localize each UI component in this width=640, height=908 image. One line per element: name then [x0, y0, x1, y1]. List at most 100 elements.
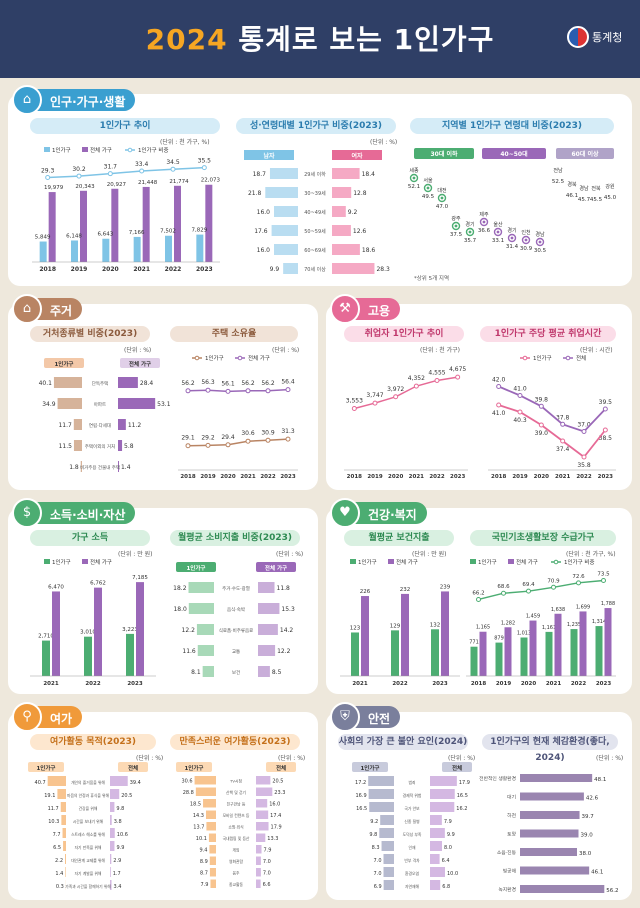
- satisf-bar-all-2: [256, 799, 268, 808]
- sexage-male-label: 남자: [263, 152, 275, 160]
- welfare-bar-0-2: [520, 637, 528, 676]
- worry-all-header: [442, 762, 472, 772]
- satisf-bar-all-6: [256, 845, 262, 854]
- env-cat-5: 빛공해: [503, 868, 516, 875]
- housetype-cat-0: 단독주택: [92, 380, 109, 387]
- houseown-dot-one-5: [285, 436, 291, 442]
- housetype-bar-one-0: [53, 377, 82, 388]
- region-header-label-2: 60대 이상: [572, 150, 599, 158]
- purpose-label-all-2: 9.8: [116, 806, 124, 812]
- satisf-cat-9: 종교활동: [229, 882, 243, 887]
- houseown-legend-label-0: 1인가구: [205, 354, 224, 362]
- heartbeat-icon: ♥: [330, 498, 360, 528]
- jobemp-dot-3: [413, 383, 419, 389]
- houseown-legend-dot-1: [237, 355, 243, 361]
- env-label-3: 39.0: [581, 833, 594, 839]
- income-legend-label-1: 전체 가구: [90, 558, 112, 566]
- jobemp-xtick-4: 2022: [429, 474, 444, 480]
- housetype-bar-all-1: [118, 398, 156, 409]
- pop-label-all-4: 21,774: [169, 179, 189, 185]
- region-value-13: 45.5: [590, 197, 603, 203]
- satisf-bar-one-1: [195, 787, 216, 796]
- jobemp-xtick-1: 2019: [367, 474, 382, 480]
- region-point-core-5: [482, 220, 486, 224]
- welfare-legend-key-1: [508, 559, 514, 564]
- worry-all-label: 전체: [452, 764, 462, 772]
- health-label-0-0: 123: [350, 625, 361, 631]
- pop-label-share-1: 30.2: [72, 166, 86, 173]
- houseown-label-all-0: 56.2: [181, 380, 195, 387]
- satisf-bar-one-7: [209, 856, 216, 865]
- satisf-label-all-9: 6.6: [263, 882, 271, 888]
- worry-cat-7: 환경오염: [405, 871, 419, 876]
- welfare-label-share-0: 66.2: [472, 590, 484, 596]
- worry-label-all-1: 16.5: [457, 793, 468, 799]
- houseown-label-one-4: 30.9: [261, 429, 275, 436]
- satisf-bar-all-7: [256, 856, 261, 865]
- worry-cat-3: 신종 질병: [404, 819, 420, 824]
- unit-hl-welfare: (단위 : 천 가구, %): [566, 551, 616, 558]
- jobemp-label-0: 3,553: [346, 398, 363, 405]
- spend-label-one-2: 12.2: [182, 627, 196, 634]
- houseown-legend-label-1: 전체 가구: [248, 354, 270, 362]
- income-xtick-0: 2021: [43, 681, 58, 687]
- pop-bar-one-5: [196, 234, 204, 262]
- env-label-0: 48.1: [594, 777, 606, 783]
- logo-text: 통계청: [592, 31, 623, 44]
- welfare-bar-1-5: [604, 608, 612, 676]
- region-header-2: [556, 148, 614, 159]
- sexage-bar-male-3: [271, 225, 298, 236]
- housetype-cat-1: 아파트: [94, 401, 106, 408]
- jobhours-dot-one-1: [517, 409, 523, 415]
- housetype-label-all-0: 28.4: [140, 380, 154, 387]
- section-title-population: 인구·가구·생활: [14, 89, 136, 111]
- sexage-bar-female-3: [332, 225, 351, 236]
- satisf-cat-3: 모바일 컨텐츠 등: [223, 813, 250, 818]
- spend-cat-2: 식료품·비주류음료: [219, 627, 254, 634]
- purpose-cat-0: 개인의 즐거움을 위해: [71, 780, 105, 785]
- houseown-dot-all-1: [205, 387, 211, 393]
- housetype-one-header: [44, 358, 84, 368]
- satisf-label-one-7: 8.9: [200, 859, 208, 865]
- pop-bar-all-0: [48, 192, 56, 262]
- pop-bar-all-4: [174, 185, 181, 262]
- purpose-label-one-7: 1.4: [55, 871, 63, 877]
- unit-house-own: (단위 : %): [272, 347, 300, 354]
- worry-bar-all-6: [430, 854, 440, 864]
- satisf-cat-2: 친구만남 등: [227, 802, 246, 807]
- env-bar-0: [520, 774, 593, 782]
- housetype-cat-4: 비거주용 건물내 주택: [80, 464, 120, 471]
- welfare-xtick-5: 2023: [596, 681, 611, 687]
- region-value-4: 35.7: [464, 238, 477, 244]
- income-legend-label-0: 1인가구: [52, 558, 71, 566]
- sexage-label-female-5: 28.3: [376, 266, 390, 273]
- subtitle-job-emp: 취업자 1인가구 추이: [344, 326, 464, 342]
- health-bar-1-2: [441, 591, 449, 676]
- purpose-bar-all-3: [110, 815, 112, 825]
- region-point-core-3: [454, 224, 458, 228]
- welfare-label-1-2: 1,459: [526, 614, 540, 620]
- env-bar-3: [520, 829, 579, 838]
- worry-cat-6: 빈부 격차: [404, 858, 420, 863]
- jobhours-label-one-3: 37.4: [556, 446, 570, 453]
- worry-cat-4: 도덕성 부족: [403, 832, 422, 837]
- houseown-label-all-1: 56.3: [201, 379, 215, 386]
- welfare-share-dot-2: [526, 588, 531, 594]
- region-name-5: 제주: [479, 211, 489, 218]
- worry-cat-1: 경제적 위험: [403, 793, 422, 798]
- region-value-14: 45.0: [604, 195, 617, 201]
- welfare-legend-label-2: 1인가구 비중: [564, 558, 595, 566]
- welfare-legend-label-0: 1인가구: [478, 558, 497, 566]
- region-name-4: 경기: [465, 221, 474, 228]
- pop-label-all-1: 20,343: [75, 184, 95, 190]
- purpose-bar-one-7: [65, 867, 66, 877]
- sexage-cat-3: 50~59세: [304, 228, 326, 235]
- satisf-bar-all-9: [256, 879, 261, 888]
- pop-bar-one-0: [39, 241, 47, 262]
- region-name-11: 경북: [567, 181, 577, 188]
- houseown-xtick-2: 2020: [220, 474, 235, 480]
- welfare-share-dot-1: [501, 590, 506, 596]
- purpose-bar-all-6: [110, 854, 112, 864]
- sexage-bar-female-5: [332, 263, 375, 274]
- worry-bar-all-3: [430, 815, 442, 825]
